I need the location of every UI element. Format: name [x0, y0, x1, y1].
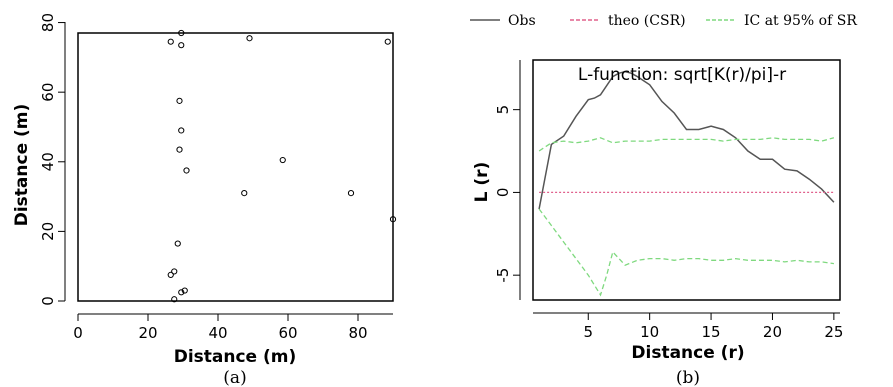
panel-a-caption: (a) — [223, 368, 246, 387]
panel-a-x-tick-label: 40 — [208, 324, 227, 342]
panel-a-point — [174, 240, 181, 247]
panel-a-x-tick-label: 80 — [348, 324, 367, 342]
panel-a-y-tick-label: 0 — [39, 296, 57, 306]
panel-a-point — [176, 146, 183, 153]
panel-b-series-obs — [538, 70, 835, 210]
panel-a-x-label: Distance (m) — [174, 347, 297, 367]
panel-a-point — [181, 287, 188, 294]
panel-a-point — [389, 216, 397, 223]
panel-b: Obs theo (CSR) IC at 95% of SR 5 10 15 20 25 -… — [470, 13, 857, 387]
panel-a-y-tick-label: 20 — [39, 222, 57, 241]
panel-b-x-tick-label: 25 — [824, 323, 843, 341]
panel-b-x-tick-label: 15 — [702, 323, 721, 341]
panel-a-y-ticks: 0 20 40 60 80 — [39, 13, 65, 306]
panel-a-point — [178, 42, 185, 49]
panel-b-legend: Obs theo (CSR) IC at 95% of SR — [470, 13, 857, 29]
panel-a-y-label: Distance (m) — [12, 104, 32, 227]
panel-a-point — [171, 268, 178, 275]
panel-b-series-upper — [538, 137, 835, 152]
panel-a-point — [384, 38, 391, 45]
panel-a-point — [347, 190, 355, 197]
panel-b-y-tick-label: 5 — [494, 105, 512, 115]
panel-a-point — [241, 190, 248, 197]
panel-b-x-tick-label: 10 — [640, 323, 659, 341]
legend-label: IC at 95% of SR — [744, 13, 857, 29]
panel-b-plot-box — [532, 59, 841, 301]
panel-a-point — [178, 289, 185, 296]
panel-a-point — [171, 296, 178, 303]
panel-a: 0 20 40 60 80 0 20 40 60 80 Distance (m) Distanc… — [12, 13, 397, 387]
panel-b-x-label: Distance (r) — [631, 343, 744, 363]
panel-b-y-tick-label: -5 — [494, 268, 512, 283]
panel-a-point — [167, 271, 174, 278]
panel-b-x-tick-label: 5 — [583, 323, 593, 341]
panel-b-x-ticks: 5 10 15 20 25 — [583, 313, 843, 341]
panel-b-caption: (b) — [676, 368, 700, 387]
panel-a-point — [167, 38, 174, 45]
panel-a-point — [246, 35, 253, 42]
panel-a-x-tick-label: 0 — [73, 324, 83, 342]
panel-a-y-tick-label: 60 — [39, 83, 57, 102]
panel-b-x-tick-label: 20 — [763, 323, 782, 341]
panel-b-y-ticks: -5 0 5 — [494, 105, 520, 283]
panel-a-y-tick-label: 80 — [39, 13, 57, 32]
panel-b-series — [538, 70, 835, 297]
panel-a-plot-box — [77, 32, 394, 302]
panel-a-point — [178, 127, 185, 134]
panel-b-series-lower — [538, 208, 834, 297]
panel-a-point — [176, 97, 183, 104]
panel-b-title: L-function: sqrt[K(r)/pi]-r — [578, 65, 786, 85]
panel-a-x-tick-label: 20 — [138, 324, 157, 342]
legend-label: theo (CSR) — [608, 13, 686, 29]
panel-a-x-ticks: 0 20 40 60 80 — [73, 314, 368, 342]
legend-label: Obs — [508, 13, 536, 29]
panel-a-point — [279, 156, 286, 164]
panel-a-points — [167, 29, 397, 303]
panel-a-point — [183, 167, 190, 174]
panel-a-x-tick-label: 60 — [278, 324, 297, 342]
panel-b-y-label: L (r) — [472, 162, 492, 203]
panel-a-point — [178, 29, 185, 37]
panel-a-y-tick-label: 40 — [39, 152, 57, 171]
panel-b-y-tick-label: 0 — [494, 188, 512, 198]
